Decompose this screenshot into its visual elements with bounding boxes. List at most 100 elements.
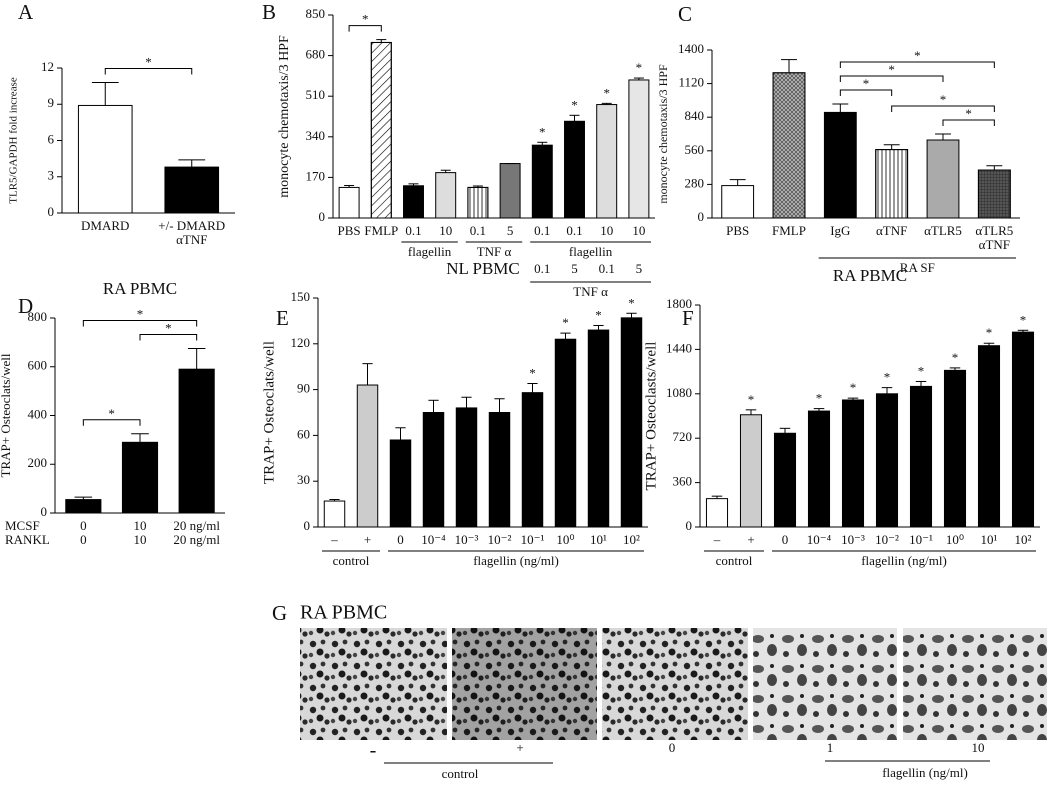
x-tick-label: 10¹ bbox=[590, 532, 607, 547]
bar-pattern bbox=[875, 149, 909, 219]
bar-pattern bbox=[467, 186, 489, 219]
micrograph-image bbox=[452, 628, 597, 740]
bar bbox=[403, 185, 424, 219]
row-label: MCSF bbox=[5, 518, 40, 533]
bar bbox=[455, 407, 478, 528]
y-axis-label: TLR5/GAPDH fold increase bbox=[8, 77, 20, 204]
x-tick-label-2: 10 bbox=[134, 532, 147, 547]
bar bbox=[531, 144, 553, 219]
bar bbox=[164, 166, 220, 214]
panel-label: E bbox=[276, 306, 289, 330]
x-tick-label: 0 bbox=[80, 518, 87, 533]
significance-bracket bbox=[139, 333, 198, 341]
x-tick-label: 10 bbox=[600, 223, 613, 238]
panel-label: G bbox=[272, 601, 287, 625]
significance-bracket bbox=[839, 75, 944, 82]
bar-pattern bbox=[772, 72, 806, 219]
micrograph-group: control bbox=[442, 766, 479, 781]
bar-label: * bbox=[628, 295, 635, 310]
bar bbox=[435, 172, 457, 219]
micrograph-image bbox=[753, 628, 897, 740]
significance-label: * bbox=[940, 92, 947, 107]
bar bbox=[739, 414, 763, 528]
x-tick-label-2: αTNF bbox=[979, 237, 1010, 252]
y-tick-label: 680 bbox=[306, 47, 326, 62]
bar bbox=[77, 104, 133, 214]
significance-bracket bbox=[942, 119, 995, 126]
y-tick-label: 1440 bbox=[666, 340, 692, 355]
bar bbox=[596, 104, 618, 219]
y-tick-label: 850 bbox=[306, 6, 326, 21]
bar bbox=[338, 186, 360, 219]
x-tick-label: + bbox=[747, 532, 754, 547]
bar bbox=[875, 393, 899, 528]
x-tick-label: 10⁻¹ bbox=[909, 532, 933, 547]
micrograph-label: 1 bbox=[827, 740, 834, 755]
x-tick-label: 10² bbox=[623, 532, 640, 547]
bar-pattern bbox=[370, 41, 392, 219]
y-tick-label: 3 bbox=[48, 168, 55, 183]
chart-title: RA PBMC bbox=[833, 266, 907, 285]
y-tick-label: 340 bbox=[306, 128, 326, 143]
x-tick-label: FMLP bbox=[364, 223, 398, 238]
group-label: flagellin bbox=[408, 244, 452, 259]
bar bbox=[323, 500, 346, 528]
x-tick-label: – bbox=[713, 532, 721, 547]
bar-label: * bbox=[748, 392, 755, 407]
y-tick-label: 600 bbox=[28, 358, 48, 373]
y-tick-label: 0 bbox=[304, 518, 311, 533]
bar-label: * bbox=[816, 391, 823, 406]
micrograph-label: + bbox=[516, 740, 523, 755]
significance-bracket bbox=[839, 89, 893, 96]
group-label: TNF α bbox=[573, 284, 608, 299]
y-tick-label: 30 bbox=[297, 472, 310, 487]
significance-label: * bbox=[165, 320, 172, 335]
x-tick-label: 10 bbox=[632, 223, 645, 238]
x-tick-label: 10 bbox=[439, 223, 452, 238]
significance-label: * bbox=[145, 54, 152, 69]
x-tick-label: DMARD bbox=[81, 218, 129, 233]
significance-label: * bbox=[362, 12, 369, 27]
bar-label: * bbox=[952, 350, 959, 365]
significance-label: * bbox=[965, 106, 972, 121]
significance-bracket bbox=[104, 68, 193, 75]
y-tick-label: 1120 bbox=[678, 75, 704, 90]
y-tick-label: 400 bbox=[28, 406, 48, 421]
bar-label: * bbox=[571, 97, 578, 112]
y-tick-label: 0 bbox=[698, 209, 705, 224]
panel-label: D bbox=[18, 294, 33, 318]
significance-label: * bbox=[108, 406, 115, 421]
group-label: RA SF bbox=[900, 260, 935, 275]
x-tick-label: 10⁻⁴ bbox=[421, 532, 446, 547]
y-tick-label: 720 bbox=[673, 429, 693, 444]
bar bbox=[554, 338, 577, 528]
bar bbox=[926, 139, 960, 219]
bar-label: * bbox=[595, 307, 602, 322]
bar bbox=[356, 384, 379, 528]
y-tick-label: 170 bbox=[306, 168, 326, 183]
panel-label: B bbox=[262, 0, 276, 24]
significance-bracket bbox=[839, 61, 995, 68]
y-tick-label: 1080 bbox=[666, 385, 692, 400]
x-tick-label-2: 5 bbox=[636, 261, 643, 276]
bar bbox=[389, 439, 412, 528]
y-axis-label: TRAP+ Osteoclats/well bbox=[0, 353, 13, 477]
significance-bracket bbox=[82, 319, 198, 327]
row-label: RANKL bbox=[5, 532, 50, 547]
y-tick-label: 200 bbox=[28, 455, 48, 470]
bar bbox=[1011, 331, 1035, 528]
x-tick-label: αTLR5 bbox=[975, 223, 1013, 238]
micrograph-label: - bbox=[370, 740, 377, 762]
x-tick-label: 10⁰ bbox=[556, 532, 574, 547]
group-label: control bbox=[333, 553, 370, 568]
x-tick-label: PBS bbox=[726, 223, 749, 238]
bar-label: * bbox=[986, 325, 993, 340]
x-tick-label-2: 0.1 bbox=[599, 261, 615, 276]
x-tick-label: 10¹ bbox=[981, 532, 998, 547]
x-tick-label: 10⁻² bbox=[488, 532, 512, 547]
panel: A TLR5/GAPDH fold increase 0 3 6 9 12 DMARD +/- … bbox=[8, 0, 235, 247]
bar-label: * bbox=[1020, 312, 1027, 327]
bar bbox=[587, 329, 610, 528]
